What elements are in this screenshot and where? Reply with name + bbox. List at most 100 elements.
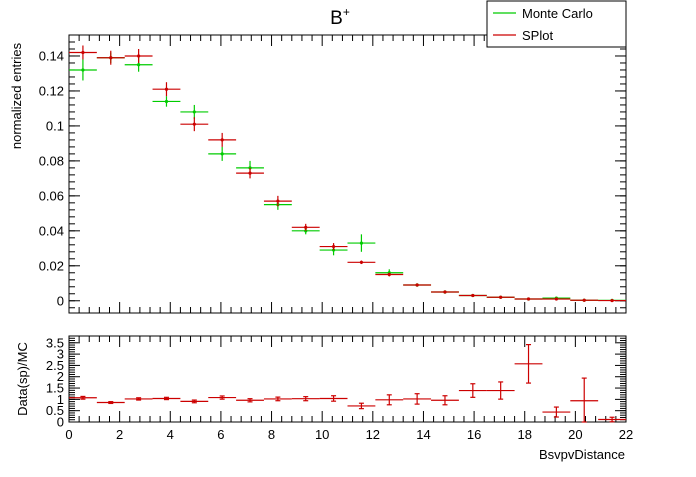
ratio-y-axis: 00.511.522.533.5 bbox=[46, 335, 626, 430]
ratio-point bbox=[403, 393, 432, 405]
splot-point bbox=[152, 82, 181, 97]
x-axis-label: BsvpvDistance bbox=[539, 447, 625, 462]
x-tick-label: 10 bbox=[315, 427, 329, 442]
ratio-point bbox=[598, 416, 626, 423]
ratio-x-axis: 0 2 4 6 8 10 12 14 16 18 20 22 bbox=[65, 336, 633, 442]
x-tick-label: 12 bbox=[366, 427, 380, 442]
x-tick-label: 0 bbox=[65, 427, 72, 442]
ratio-point bbox=[236, 398, 264, 403]
splot-marker bbox=[192, 122, 196, 126]
splot-marker bbox=[387, 272, 391, 277]
y-tick-label: 0 bbox=[57, 293, 64, 308]
ratio-point bbox=[458, 383, 487, 398]
y-tick-label: 0.04 bbox=[39, 223, 64, 238]
ratio-point bbox=[291, 396, 320, 402]
monte-carlo-marker bbox=[220, 152, 224, 156]
splot-point bbox=[208, 132, 237, 147]
y-axis-label: normalized entries bbox=[9, 42, 24, 149]
splot-marker bbox=[471, 293, 475, 298]
x-tick-label: 18 bbox=[517, 427, 531, 442]
splot-point bbox=[514, 297, 543, 301]
splot-marker bbox=[499, 295, 503, 299]
ratio-y-tick-label: 1.5 bbox=[46, 381, 64, 396]
monte-carlo-point bbox=[69, 59, 97, 81]
ratio-point bbox=[96, 401, 125, 405]
x-tick-label: 8 bbox=[268, 427, 275, 442]
monte-carlo-point bbox=[347, 234, 376, 252]
main-y-axis: 0 0.02 0.04 0.06 0.08 0.1 0.12 0.14 bbox=[39, 41, 626, 308]
splot-point bbox=[458, 293, 487, 298]
ratio-y-axis-label: Data(sp)/MC bbox=[15, 342, 30, 416]
splot-point bbox=[124, 48, 153, 63]
splot-marker bbox=[220, 138, 224, 142]
main-plot-frame bbox=[68, 34, 627, 314]
splot-point bbox=[291, 223, 320, 231]
splot-marker bbox=[164, 87, 169, 91]
monte-carlo-point bbox=[208, 146, 237, 161]
x-tick-label: 6 bbox=[217, 427, 224, 442]
splot-point bbox=[403, 283, 432, 287]
ratio-y-tick-label: 0 bbox=[57, 415, 64, 430]
ratio-point bbox=[208, 395, 237, 400]
splot-marker bbox=[443, 290, 447, 294]
splot-marker bbox=[582, 298, 586, 302]
x-tick-label: 16 bbox=[467, 427, 481, 442]
ratio-y-tick-label: 0.5 bbox=[46, 403, 64, 418]
splot-marker bbox=[359, 260, 364, 264]
ratio-point bbox=[124, 397, 153, 401]
y-tick-label: 0.12 bbox=[39, 83, 64, 98]
y-tick-label: 0.02 bbox=[39, 258, 64, 273]
ratio-y-tick-label: 2.5 bbox=[46, 358, 64, 373]
splot-point bbox=[347, 260, 376, 265]
splot-marker bbox=[415, 283, 419, 287]
monte-carlo-marker bbox=[192, 110, 196, 114]
monte-carlo-marker bbox=[81, 68, 85, 72]
y-tick-label: 0.1 bbox=[46, 118, 64, 133]
x-tick-label: 14 bbox=[416, 427, 430, 442]
y-tick-label: 0.08 bbox=[39, 153, 64, 168]
splot-point bbox=[319, 243, 348, 251]
splot-marker bbox=[137, 54, 141, 58]
splot-marker bbox=[276, 199, 280, 203]
monte-carlo-point bbox=[180, 104, 209, 119]
legend-box bbox=[486, 0, 627, 48]
monte-carlo-marker bbox=[248, 166, 252, 170]
ratio-point bbox=[152, 396, 181, 401]
legend-label-splot: SPlot bbox=[522, 28, 553, 43]
y-tick-label: 0.14 bbox=[39, 48, 64, 63]
x-tick-label: 2 bbox=[116, 427, 123, 442]
splot-marker bbox=[526, 297, 531, 301]
ratio-point bbox=[347, 402, 376, 410]
ratio-y-tick-label: 1 bbox=[57, 392, 64, 407]
ratio-point bbox=[431, 395, 459, 406]
ratio-point bbox=[180, 399, 209, 404]
splot-point bbox=[486, 295, 515, 299]
splot-point bbox=[96, 50, 125, 65]
y-tick-label: 0.06 bbox=[39, 188, 64, 203]
splot-point bbox=[598, 298, 626, 303]
splot-point bbox=[431, 290, 459, 294]
splot-point bbox=[375, 272, 404, 277]
ratio-point bbox=[486, 381, 515, 400]
splot-point bbox=[542, 297, 571, 301]
monte-carlo-marker bbox=[164, 99, 169, 104]
splot-point bbox=[263, 195, 292, 207]
series-ratio bbox=[69, 344, 626, 423]
splot-point bbox=[180, 117, 209, 132]
ratio-point bbox=[514, 344, 543, 384]
series-splot bbox=[69, 45, 626, 303]
chart-title: B+ bbox=[330, 5, 350, 29]
splot-marker bbox=[109, 56, 113, 60]
ratio-point bbox=[319, 395, 348, 402]
ratio-y-tick-label: 3 bbox=[57, 347, 64, 362]
splot-marker bbox=[304, 225, 308, 229]
splot-marker bbox=[331, 244, 336, 249]
monte-carlo-marker bbox=[359, 241, 364, 245]
monte-carlo-marker bbox=[137, 63, 141, 67]
ratio-point bbox=[69, 395, 97, 400]
splot-point bbox=[69, 45, 97, 60]
ratio-point bbox=[263, 396, 292, 402]
